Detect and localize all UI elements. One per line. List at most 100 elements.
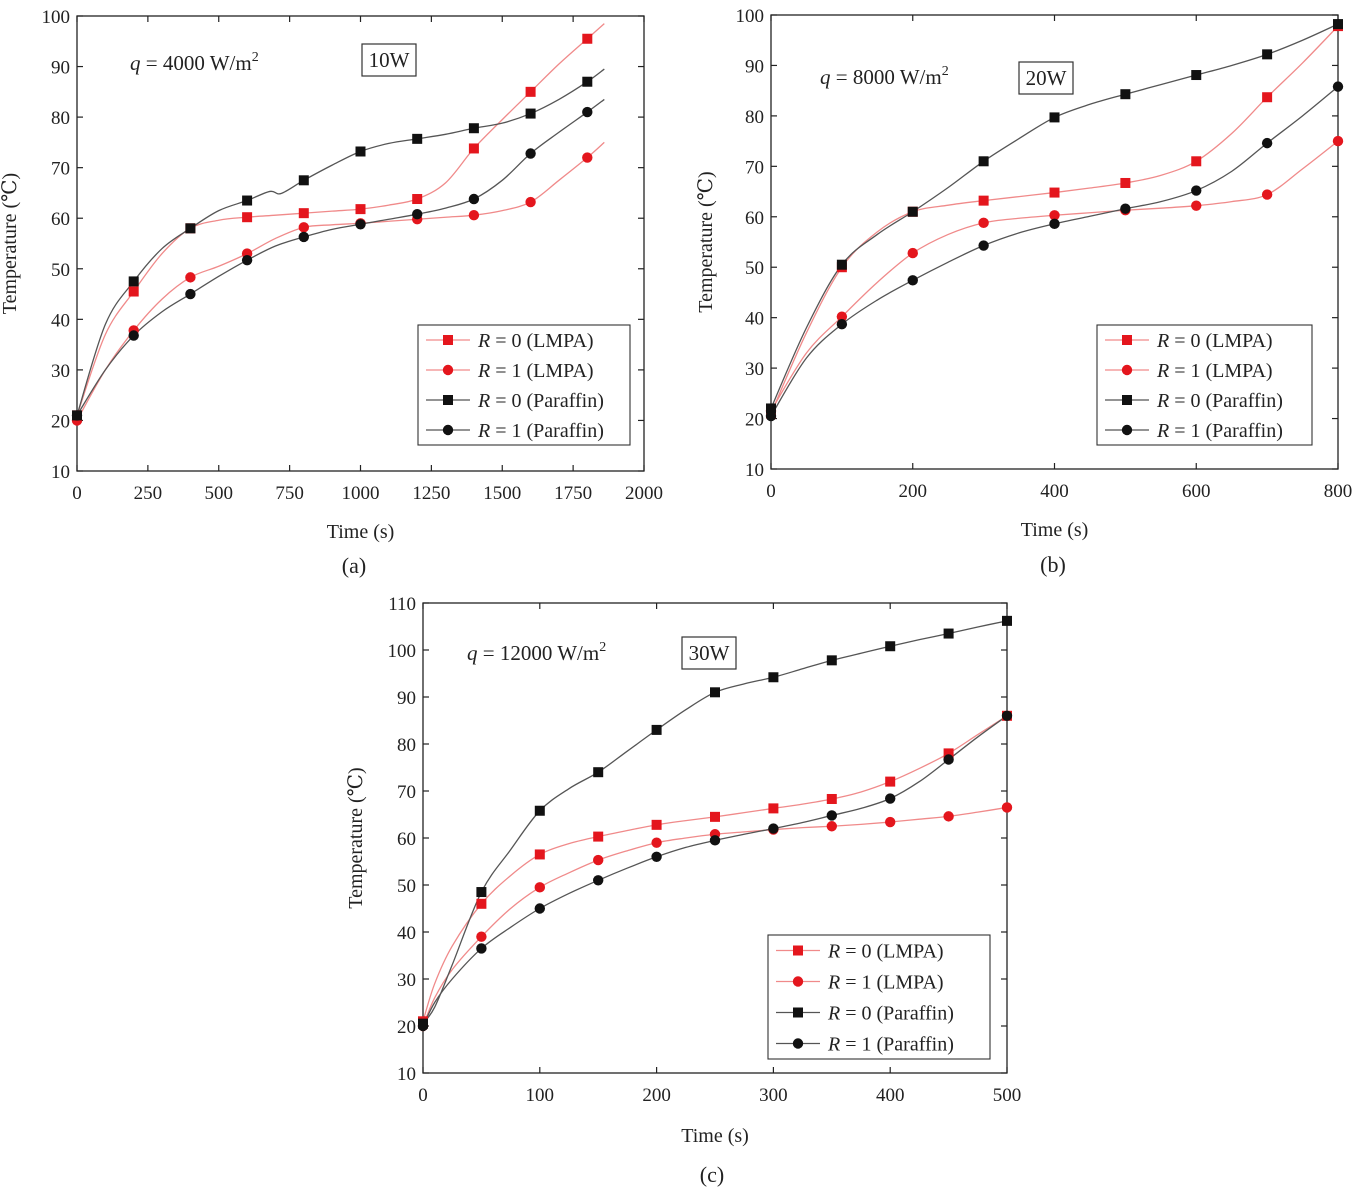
panel-a: 0 250 500 750 1000 1250 1500 1750 2000 10 20 30 40 50… — [0, 7, 663, 578]
series-2-point — [885, 816, 896, 828]
legend-marker — [1122, 395, 1132, 405]
series-4-point — [765, 410, 777, 422]
panel-caption: (a) — [342, 553, 366, 578]
legend-marker — [792, 1038, 804, 1049]
heat-flux-value: = 12000 W/m — [478, 641, 600, 665]
heat-flux-annotation: q = 4000 W/m2 — [130, 50, 259, 75]
series-3-point — [242, 195, 253, 206]
series-2-point — [468, 209, 480, 221]
y-tick-label: 40 — [51, 310, 70, 331]
series-3-point — [943, 628, 954, 639]
legend-text: = 0 (LMPA) — [1169, 330, 1272, 352]
series-4-point — [525, 148, 536, 159]
y-tick-label: 20 — [745, 410, 764, 431]
y-tick-label: 60 — [51, 209, 70, 230]
legend-symbol: R — [1156, 420, 1169, 442]
y-tick-label: 100 — [42, 7, 71, 28]
series-4-point — [582, 106, 593, 118]
series-3-point — [651, 724, 662, 735]
series-4-point — [355, 219, 366, 230]
legend-label: R = 0 (Paraffin) — [477, 390, 604, 412]
series-3-point — [885, 641, 896, 652]
series-3-point — [1191, 70, 1202, 81]
legend-marker — [1121, 424, 1133, 436]
series-2-point — [943, 811, 954, 822]
series-2-point — [1049, 210, 1060, 221]
series-2-point — [651, 837, 662, 848]
y-tick-label: 50 — [51, 260, 70, 281]
series-1-point — [534, 849, 545, 860]
legend-label: R = 1 (Paraffin) — [1156, 420, 1283, 442]
series-3-point — [1333, 19, 1343, 30]
series-2-point — [298, 222, 309, 233]
legend-text: = 0 (Paraffin) — [490, 390, 604, 412]
legend-label: R = 0 (LMPA) — [1156, 330, 1273, 352]
legend-text: = 1 (LMPA) — [840, 972, 943, 994]
x-tick-label: 600 — [1182, 481, 1211, 502]
y-tick-label: 100 — [388, 641, 417, 662]
x-tick-label: 0 — [766, 481, 776, 502]
y-tick-label: 20 — [397, 1017, 416, 1038]
legend-symbol: R — [827, 1034, 840, 1056]
series-3-point — [476, 887, 487, 898]
series-3-point — [836, 259, 847, 270]
series-4-point — [836, 319, 848, 330]
y-tick-label: 40 — [397, 923, 416, 944]
series-3-point — [768, 672, 779, 683]
legend-label: R = 0 (Paraffin) — [827, 1003, 954, 1025]
y-tick-label: 80 — [397, 735, 416, 756]
y-axis-label: Temperature (℃) — [345, 767, 367, 908]
series-1-point — [1262, 92, 1273, 103]
legend-marker — [793, 1007, 803, 1018]
heat-flux-symbol: q — [467, 641, 478, 665]
power-label-box — [1018, 61, 1074, 95]
y-tick-label: 70 — [745, 157, 764, 178]
x-tick-label: 1250 — [412, 483, 450, 504]
series-1-point — [468, 143, 479, 154]
series-3-point — [468, 123, 479, 134]
y-tick-label: 40 — [745, 309, 764, 330]
y-tick-label: 10 — [397, 1064, 416, 1085]
x-axis-label: Time (s) — [327, 521, 395, 543]
series-1-point — [885, 776, 896, 787]
heat-flux-superscript: 2 — [599, 640, 606, 655]
y-tick-label: 80 — [745, 107, 764, 128]
series-2-point — [826, 821, 837, 832]
legend-box — [1096, 324, 1313, 446]
x-tick-label: 200 — [899, 481, 928, 502]
x-tick-label: 1500 — [483, 483, 521, 504]
y-tick-label: 10 — [51, 462, 70, 483]
legend-symbol: R — [477, 360, 490, 382]
x-tick-label: 2000 — [625, 483, 663, 504]
legend-label: R = 1 (LMPA) — [477, 360, 594, 382]
y-tick-label: 30 — [397, 970, 416, 991]
series-3-point — [593, 767, 604, 778]
series-1-point — [593, 831, 604, 842]
series-1-point — [412, 194, 423, 205]
series-3-point — [766, 403, 776, 414]
x-tick-label: 0 — [72, 483, 82, 504]
series-1-point — [768, 803, 779, 814]
series-2-point — [525, 196, 536, 208]
series-4-point — [907, 275, 918, 286]
series-2-point — [582, 152, 593, 163]
legend-marker — [1122, 335, 1132, 345]
power-label: 30W — [689, 641, 730, 665]
series-1-point — [1191, 156, 1202, 167]
power-label: 10W — [369, 48, 410, 72]
y-tick-label: 20 — [51, 411, 70, 432]
series-4-point — [71, 410, 83, 421]
panel-caption: (b) — [1040, 552, 1066, 577]
y-tick-label: 10 — [745, 460, 764, 481]
series-3-point — [128, 276, 139, 287]
series-4-point — [768, 823, 779, 834]
y-tick-label: 90 — [745, 56, 764, 77]
y-tick-label: 110 — [388, 594, 416, 615]
legend-box — [767, 934, 991, 1060]
series-4-point — [1001, 710, 1013, 721]
series-1-point — [943, 748, 954, 759]
y-tick-label: 30 — [51, 361, 70, 382]
series-2-point — [1001, 802, 1013, 813]
legend-symbol: R — [1156, 390, 1169, 412]
